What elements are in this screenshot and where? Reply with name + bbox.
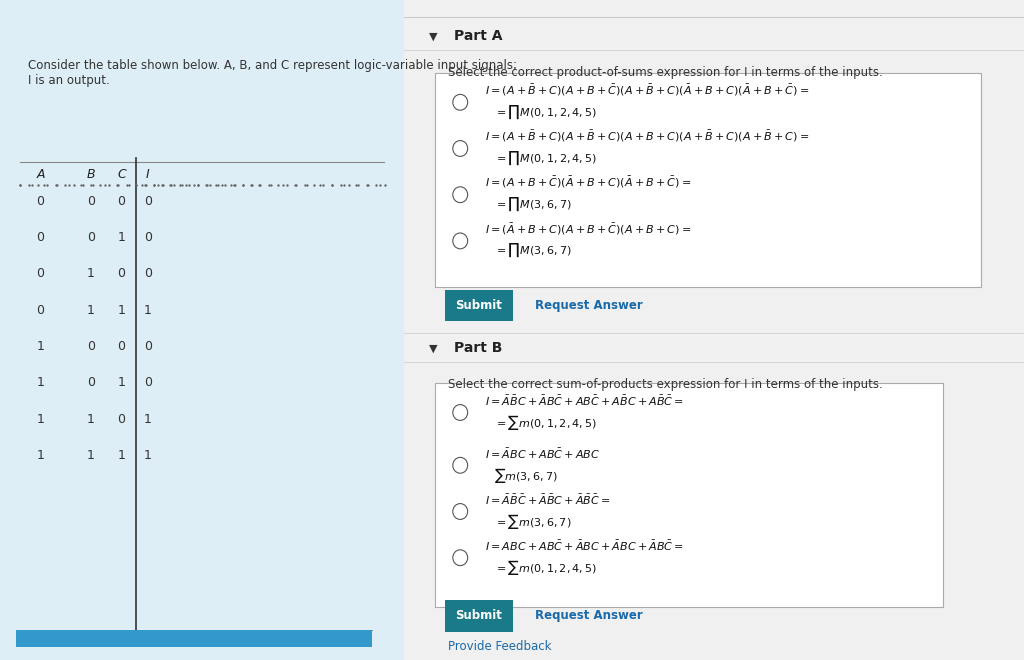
Text: Submit: Submit: [456, 609, 502, 622]
Text: 1: 1: [87, 412, 95, 426]
Text: 1: 1: [37, 376, 44, 389]
Text: 0: 0: [87, 231, 95, 244]
Text: $= \prod M(3,6,7)$: $= \prod M(3,6,7)$: [495, 196, 571, 213]
Text: Request Answer: Request Answer: [535, 299, 642, 312]
Text: B: B: [87, 168, 95, 182]
Text: I: I: [145, 168, 150, 182]
Text: Part A: Part A: [454, 29, 503, 44]
Text: 0: 0: [143, 340, 152, 353]
Text: 1: 1: [118, 231, 125, 244]
Text: Select the correct sum-of-products expression for I in terms of the inputs.: Select the correct sum-of-products expre…: [447, 378, 883, 391]
Text: Provide Feedback: Provide Feedback: [447, 640, 551, 653]
Text: 0: 0: [143, 231, 152, 244]
Text: C: C: [117, 168, 126, 182]
FancyBboxPatch shape: [435, 383, 943, 607]
FancyBboxPatch shape: [444, 290, 513, 321]
Text: $I = ABC + AB\bar{C} + \bar{A}BC + \bar{A}BC + \bar{A}B\bar{C} =$: $I = ABC + AB\bar{C} + \bar{A}BC + \bar{…: [485, 539, 684, 553]
Text: $= \sum m(0,1,2,4,5)$: $= \sum m(0,1,2,4,5)$: [495, 558, 597, 577]
Text: $I = (A+B+\bar{C})(\bar{A}+B+C)(\bar{A}+B+\bar{C})=$: $I = (A+B+\bar{C})(\bar{A}+B+C)(\bar{A}+…: [485, 175, 691, 191]
Text: Submit: Submit: [456, 299, 502, 312]
Text: $\sum m(3,6,7)$: $\sum m(3,6,7)$: [495, 466, 558, 484]
FancyBboxPatch shape: [16, 630, 372, 647]
FancyBboxPatch shape: [435, 73, 981, 287]
Text: Request Answer: Request Answer: [535, 609, 642, 622]
Text: ▼: ▼: [429, 343, 438, 354]
Text: $I = (A+\bar{B}+C)(A+B+\bar{C})(A+\bar{B}+C)(\bar{A}+B+C)(\bar{A}+B+\bar{C})=$: $I = (A+\bar{B}+C)(A+B+\bar{C})(A+\bar{B…: [485, 82, 809, 98]
Text: 0: 0: [37, 304, 44, 317]
Text: 0: 0: [118, 267, 125, 280]
Text: ▼: ▼: [429, 31, 438, 42]
Text: 0: 0: [143, 267, 152, 280]
Text: 1: 1: [143, 449, 152, 462]
Text: 0: 0: [143, 376, 152, 389]
Text: 1: 1: [87, 267, 95, 280]
Text: 1: 1: [87, 449, 95, 462]
Text: $I = (\bar{A}+B+C)(A+B+\bar{C})(A+B+C)=$: $I = (\bar{A}+B+C)(A+B+\bar{C})(A+B+C)=$: [485, 221, 691, 237]
Text: $= \prod M(0,1,2,4,5)$: $= \prod M(0,1,2,4,5)$: [495, 104, 597, 121]
Text: 0: 0: [37, 231, 44, 244]
Text: 0: 0: [87, 340, 95, 353]
Text: 1: 1: [37, 340, 44, 353]
Text: $= \sum m(3,6,7)$: $= \sum m(3,6,7)$: [495, 512, 571, 531]
Text: 0: 0: [87, 195, 95, 208]
Text: 1: 1: [87, 304, 95, 317]
Text: $I = \bar{A}BC + AB\bar{C} + ABC$: $I = \bar{A}BC + AB\bar{C} + ABC$: [485, 446, 600, 461]
Text: 0: 0: [37, 267, 44, 280]
Text: 1: 1: [118, 304, 125, 317]
Text: 0: 0: [87, 376, 95, 389]
Text: Part B: Part B: [454, 341, 503, 356]
Text: 1: 1: [37, 449, 44, 462]
Text: Select the correct product-of-sums expression for I in terms of the inputs.: Select the correct product-of-sums expre…: [447, 66, 883, 79]
Text: $= \prod M(0,1,2,4,5)$: $= \prod M(0,1,2,4,5)$: [495, 150, 597, 167]
Text: 0: 0: [118, 195, 125, 208]
Text: 1: 1: [118, 376, 125, 389]
Text: 0: 0: [118, 340, 125, 353]
Text: $I = (A+\bar{B}+C)(A+\bar{B}+C)(A+B+C)(A+\bar{B}+C)(A+\bar{B}+C)=$: $I = (A+\bar{B}+C)(A+\bar{B}+C)(A+B+C)(A…: [485, 129, 809, 145]
Text: $I = \bar{A}\bar{B}\bar{C} + \bar{A}\bar{B}C + \bar{A}\bar{B}\bar{C} =$: $I = \bar{A}\bar{B}\bar{C} + \bar{A}\bar…: [485, 492, 610, 507]
Text: $= \sum m(0,1,2,4,5)$: $= \sum m(0,1,2,4,5)$: [495, 413, 597, 432]
Text: 0: 0: [37, 195, 44, 208]
Text: 0: 0: [118, 412, 125, 426]
FancyBboxPatch shape: [444, 600, 513, 632]
Text: 1: 1: [143, 304, 152, 317]
Text: $I = \bar{A}\bar{B}C + \bar{A}B\bar{C} + AB\bar{C} + A\bar{B}C + A\bar{B}\bar{C}: $I = \bar{A}\bar{B}C + \bar{A}B\bar{C} +…: [485, 393, 684, 408]
Text: 1: 1: [118, 449, 125, 462]
Text: Consider the table shown below. A, B, and C represent logic-variable input signa: Consider the table shown below. A, B, an…: [29, 59, 517, 87]
Text: 1: 1: [37, 412, 44, 426]
Text: 1: 1: [143, 412, 152, 426]
FancyBboxPatch shape: [0, 0, 404, 660]
Text: $= \prod M(3,6,7)$: $= \prod M(3,6,7)$: [495, 242, 571, 259]
Text: A: A: [36, 168, 45, 182]
Text: 0: 0: [143, 195, 152, 208]
